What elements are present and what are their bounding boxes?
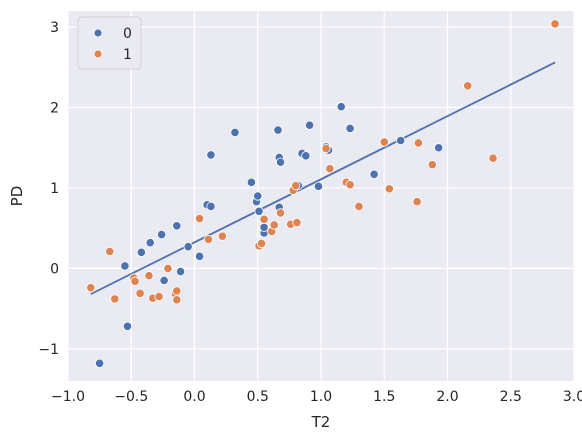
series-1-point: [345, 180, 355, 190]
legend: 01: [77, 16, 142, 70]
points-layer: [86, 19, 560, 368]
series-0-point: [345, 123, 355, 134]
y-axis-label: PD: [8, 186, 26, 207]
legend-label: 0: [123, 26, 132, 42]
series-1-point: [488, 153, 498, 163]
series-1-point: [105, 246, 115, 257]
series-1-point: [321, 143, 331, 154]
series-0-point: [183, 242, 193, 252]
x-tick-label: −0.5: [114, 389, 148, 405]
series-0-point: [246, 177, 257, 187]
series-0-point: [313, 181, 324, 191]
series-0-point: [336, 102, 346, 112]
x-tick-label: 0.0: [183, 389, 205, 405]
series-1-point: [413, 138, 424, 148]
series-1-point: [130, 276, 140, 286]
series-1-point: [172, 286, 182, 296]
series-0-point: [305, 120, 315, 130]
series-1-point: [163, 263, 173, 273]
series-0-point: [157, 230, 167, 240]
series-0-point: [206, 201, 216, 212]
series-1-point: [217, 231, 227, 241]
series-0-point: [175, 267, 186, 277]
y-tick-label: 3: [50, 20, 59, 36]
y-tick-label: 1: [50, 181, 59, 197]
series-1-point: [269, 220, 279, 230]
series-1-point: [379, 137, 389, 147]
series-0-point: [259, 222, 269, 232]
regression-line: [90, 61, 556, 295]
series-1-point: [550, 19, 560, 29]
series-0-point: [301, 151, 311, 161]
y-tick-label: −1: [38, 342, 59, 358]
series-0-point: [172, 221, 182, 231]
series-1-point: [135, 288, 145, 298]
x-tick-label: −1.0: [51, 389, 85, 405]
series-0-point: [136, 247, 146, 257]
series-1-point: [256, 238, 267, 249]
series-0-point: [369, 169, 379, 179]
series-1-point: [463, 81, 473, 91]
series-1-point: [172, 295, 182, 305]
series-1-point: [291, 180, 301, 191]
series-1-point: [384, 184, 394, 194]
legend-box: [77, 16, 142, 70]
series-1-point: [325, 164, 335, 174]
series-1-point: [275, 208, 286, 218]
legend-marker: [93, 49, 103, 59]
series-0-point: [275, 157, 286, 167]
series-0-point: [194, 251, 205, 261]
x-tick-label: 1.0: [310, 389, 332, 405]
series-1-point: [412, 197, 422, 207]
series-0-point: [145, 238, 155, 248]
x-tick-label: 0.5: [247, 389, 269, 405]
series-1-point: [144, 271, 154, 281]
series-1-point: [203, 234, 214, 245]
series-0-point: [206, 150, 216, 160]
series-1-point: [154, 291, 164, 302]
y-tick-labels: −1 0 1 2 3: [38, 20, 59, 358]
series-0-point: [253, 191, 263, 201]
series-1-point: [259, 214, 269, 224]
regression-line-layer: [90, 61, 556, 295]
series-1-point: [194, 213, 205, 224]
series-0-point: [254, 206, 264, 216]
y-tick-label: 0: [50, 261, 59, 277]
series-1-point: [292, 217, 302, 228]
x-tick-label: 2.0: [436, 389, 458, 405]
series-1-point: [354, 201, 364, 212]
y-tick-label: 2: [50, 101, 59, 117]
x-axis-label: T2: [311, 413, 331, 431]
legend-label: 1: [123, 47, 132, 63]
series-0-point: [122, 321, 133, 331]
x-tick-labels: −1.0 −0.5 0.0 0.5 1.0 1.5 2.0 2.5 3.0: [51, 389, 582, 405]
x-tick-label: 3.0: [563, 389, 582, 405]
series-1-point: [427, 160, 437, 170]
x-tick-label: 1.5: [373, 389, 395, 405]
series-0-point: [396, 135, 406, 146]
series-0-point: [95, 358, 105, 368]
x-tick-label: 2.5: [500, 389, 522, 405]
series-0-point: [120, 261, 130, 271]
series-0-point: [230, 127, 240, 138]
legend-marker: [93, 28, 103, 38]
series-0-point: [159, 275, 169, 286]
grid: [67, 11, 575, 381]
series-1-point: [86, 283, 96, 293]
series-0-point: [434, 143, 444, 153]
series-1-point: [110, 294, 120, 304]
series-0-point: [273, 125, 283, 135]
